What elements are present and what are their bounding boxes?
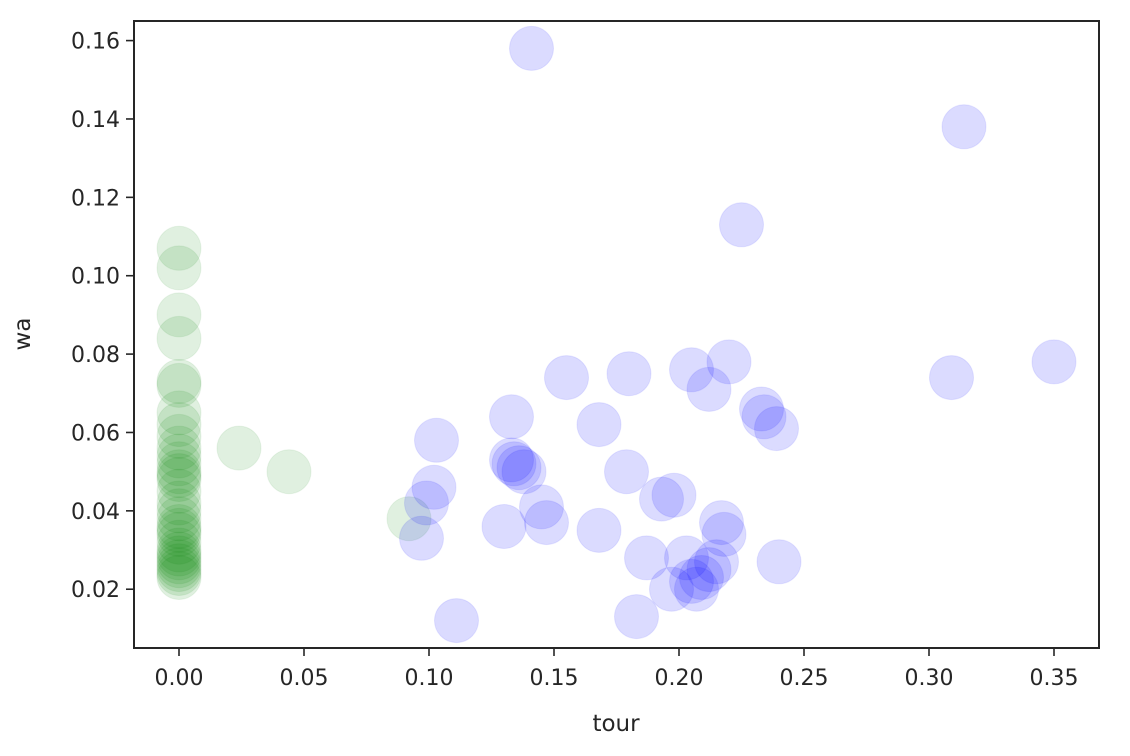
scatter-point xyxy=(156,315,202,361)
y-tick-label: 0.04 xyxy=(71,500,120,525)
scatter-point xyxy=(929,355,974,401)
scatter-point xyxy=(694,539,739,585)
scatter-point xyxy=(576,402,622,448)
scatter-point xyxy=(156,425,202,471)
scatter-point xyxy=(156,413,202,459)
scatter-point xyxy=(156,457,202,502)
scatter-point xyxy=(414,417,459,463)
scatter-point xyxy=(156,449,202,495)
scatter-point xyxy=(669,347,714,393)
y-tick-label: 0.12 xyxy=(71,186,120,211)
scatter-point xyxy=(156,362,202,408)
scatter-point xyxy=(639,476,684,522)
scatter-point xyxy=(606,351,652,397)
scatter-point xyxy=(156,531,202,577)
scatter-point xyxy=(706,339,752,385)
scatter-point xyxy=(496,445,542,491)
scatter-point xyxy=(404,480,449,526)
y-tick-label: 0.06 xyxy=(71,421,120,446)
scatter-point xyxy=(411,464,457,510)
scatter-point xyxy=(604,449,649,495)
scatter-point xyxy=(756,539,802,585)
scatter-point xyxy=(156,547,202,593)
points-layer xyxy=(156,25,1077,644)
scatter-point xyxy=(1031,339,1077,385)
x-tick-label: 0.25 xyxy=(780,666,829,691)
scatter-point xyxy=(156,453,202,499)
scatter-point xyxy=(156,468,202,514)
scatter-point xyxy=(669,558,714,604)
scatter-point xyxy=(741,394,787,440)
scatter-point xyxy=(156,504,202,549)
scatter-point xyxy=(156,543,202,589)
scatter-point xyxy=(649,566,694,612)
scatter-point xyxy=(156,390,202,436)
scatter-point xyxy=(481,504,527,549)
scatter-point xyxy=(156,433,202,479)
scatter-point xyxy=(156,496,202,542)
scatter-point xyxy=(156,535,202,581)
scatter-point xyxy=(156,507,202,553)
x-tick-label: 0.35 xyxy=(1030,666,1079,691)
scatter-point xyxy=(719,202,764,248)
scatter-point xyxy=(509,25,554,71)
scatter-point xyxy=(754,406,799,452)
scatter-point xyxy=(491,441,537,487)
scatter-point xyxy=(679,555,724,600)
scatter-point xyxy=(156,488,202,534)
scatter-point xyxy=(156,527,202,573)
scatter-point xyxy=(156,551,202,596)
scatter-point xyxy=(519,484,564,530)
scatter-point xyxy=(699,500,744,546)
plot-area-frame xyxy=(133,20,1100,649)
scatter-point xyxy=(664,535,709,581)
scatter-point xyxy=(674,566,719,612)
scatter-point xyxy=(266,449,312,495)
scatter-point xyxy=(686,547,732,593)
scatter-point xyxy=(941,104,987,150)
scatter-point xyxy=(651,472,697,518)
scatter-point xyxy=(216,425,262,471)
x-tick-label: 0.30 xyxy=(905,666,954,691)
y-tick-label: 0.14 xyxy=(71,108,120,133)
scatter-point xyxy=(686,366,732,412)
x-tick-label: 0.05 xyxy=(280,666,329,691)
scatter-point xyxy=(614,594,659,640)
scatter-point xyxy=(544,355,589,401)
scatter-point xyxy=(501,449,547,495)
scatter-point xyxy=(739,386,784,432)
scatter-point xyxy=(156,511,202,557)
scatter-point xyxy=(386,496,432,542)
scatter-point xyxy=(624,535,669,581)
scatter-point xyxy=(701,511,747,557)
ticks-layer: 0.00 0.05 0.10 0.15 0.20 0.25 0.30 0.35 0.02 0.04… xyxy=(71,30,1078,691)
scatter-point xyxy=(489,394,534,440)
scatter-point xyxy=(156,441,202,487)
y-tick-label: 0.08 xyxy=(71,343,120,368)
y-tick-label: 0.02 xyxy=(71,578,120,603)
scatter-point xyxy=(156,555,202,600)
scatter-point xyxy=(156,480,202,526)
y-axis-label: wa xyxy=(10,318,36,351)
scatter-point xyxy=(156,225,202,271)
scatter-point xyxy=(156,402,202,448)
scatter-point xyxy=(489,437,534,483)
scatter-point xyxy=(156,245,202,291)
scatter-point xyxy=(524,500,569,546)
y-tick-label: 0.16 xyxy=(71,30,120,55)
scatter-point xyxy=(156,539,202,585)
x-tick-label: 0.20 xyxy=(655,666,704,691)
x-tick-label: 0.10 xyxy=(405,666,454,691)
scatter-point xyxy=(434,598,479,644)
scatter-point xyxy=(156,359,202,404)
x-tick-label: 0.15 xyxy=(530,666,579,691)
scatter-point xyxy=(156,292,202,338)
scatter-point xyxy=(399,515,444,561)
x-axis-label: tour xyxy=(592,711,640,737)
scatter-point xyxy=(156,519,202,565)
scatter-point xyxy=(576,507,622,553)
y-tick-label: 0.10 xyxy=(71,265,120,290)
x-tick-label: 0.00 xyxy=(155,666,204,691)
